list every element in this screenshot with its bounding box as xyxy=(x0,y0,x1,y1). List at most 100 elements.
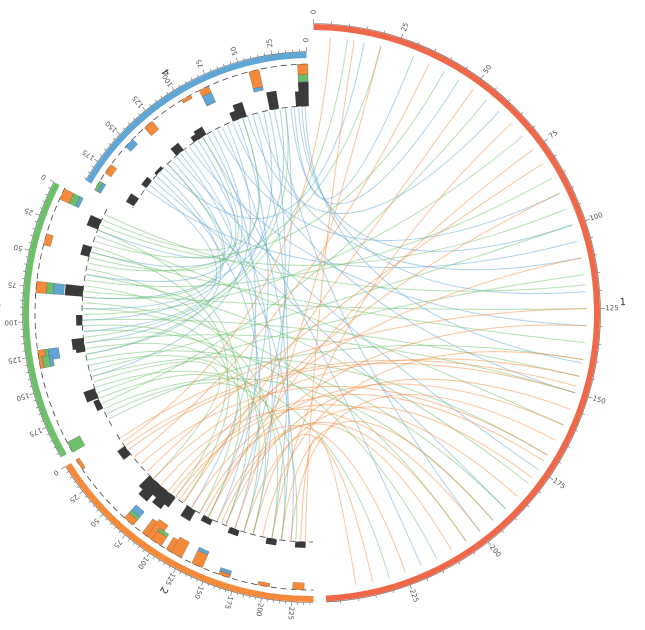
tick-mark xyxy=(575,430,579,432)
tick-mark xyxy=(458,561,461,565)
tick-mark xyxy=(473,552,476,555)
tick-label: 0 xyxy=(310,10,318,15)
stacked-bar-chr4 xyxy=(248,69,263,90)
link-chr2-chr1 xyxy=(203,324,587,515)
tick-mark xyxy=(49,440,53,443)
tick-mark xyxy=(235,57,238,63)
tick-mark xyxy=(166,91,169,95)
inner-bar-chr2 xyxy=(180,505,196,522)
link-chr2-chr1 xyxy=(134,63,430,458)
tick-mark xyxy=(127,122,130,125)
tick-mark xyxy=(558,461,562,464)
tick-mark xyxy=(426,578,428,581)
inner-bar-chr2 xyxy=(117,446,131,460)
tick-mark xyxy=(152,556,155,559)
tick-label: 100 xyxy=(4,318,18,326)
chromosome-2-axis xyxy=(65,466,314,603)
tick-mark xyxy=(418,41,420,45)
tick-mark xyxy=(91,165,95,168)
link-chr4-chr1 xyxy=(293,56,414,200)
stacked-bar-chr4 xyxy=(297,74,309,82)
tick-mark xyxy=(88,500,91,503)
tick-mark xyxy=(113,137,116,140)
tick-mark xyxy=(69,476,73,479)
tick-mark xyxy=(178,84,181,87)
links-layer xyxy=(83,37,587,586)
link-chr2-chr1 xyxy=(122,37,331,443)
link-chr2-chr1 xyxy=(234,45,382,529)
inner-bar-chr3 xyxy=(74,341,86,354)
tick-mark xyxy=(35,406,39,409)
tick-mark xyxy=(508,99,511,102)
link-chr3-chr1 xyxy=(84,334,576,394)
tick-mark xyxy=(514,518,518,521)
inner-bar-chr4 xyxy=(294,91,306,107)
tick-mark xyxy=(229,61,232,65)
tick-mark xyxy=(538,491,542,494)
tick-label: 150 xyxy=(15,391,30,402)
tick-mark xyxy=(582,413,585,415)
stacked-bar-chr4 xyxy=(253,86,264,93)
chromosome-1-arc[interactable] xyxy=(313,24,600,602)
tick-mark xyxy=(122,534,126,539)
tick-mark xyxy=(24,248,30,251)
chromosome-2-arc[interactable] xyxy=(65,462,314,602)
tick-label: 100 xyxy=(136,555,150,571)
stacked-bar-chr4 xyxy=(104,164,117,178)
link-chr3-chr1 xyxy=(90,224,573,372)
chromosome-3-arc[interactable] xyxy=(23,182,67,457)
stacked-bar-chr4 xyxy=(202,92,216,107)
tick-mark xyxy=(32,228,36,230)
tick-mark xyxy=(45,193,48,196)
link-chr4-chr1 xyxy=(216,129,560,241)
link-chr2-chr1 xyxy=(243,406,533,532)
tick-label: 150 xyxy=(592,394,607,406)
link-chr2-chr1 xyxy=(216,423,453,551)
chromosome-4-arc[interactable] xyxy=(86,52,307,184)
tick-label: 25 xyxy=(400,22,410,33)
tick-mark xyxy=(99,514,104,518)
link-chr2-chr1 xyxy=(208,149,534,517)
tick-mark xyxy=(442,570,445,574)
tick-mark xyxy=(84,177,87,180)
tick-mark xyxy=(401,33,404,39)
tick-mark xyxy=(158,559,160,563)
tick-label: 125 xyxy=(605,304,618,312)
tick-mark xyxy=(48,187,51,189)
link-chr4-chr3 xyxy=(83,131,243,321)
link-chr3-chr1 xyxy=(87,350,506,510)
link-chr2-chr1 xyxy=(271,122,512,538)
tick-mark xyxy=(216,66,218,69)
tick-mark xyxy=(201,581,204,586)
inner-bar-chr3 xyxy=(80,244,92,257)
tick-mark xyxy=(34,221,38,223)
tick-mark xyxy=(585,218,590,221)
link-chr4-chr3 xyxy=(98,149,233,259)
tick-mark xyxy=(163,562,166,566)
inner-bar-chr4 xyxy=(154,166,163,176)
stacked-bar-chr3 xyxy=(48,354,55,367)
tick-mark xyxy=(219,587,221,591)
tick-mark xyxy=(554,154,557,157)
link-chr2-chr1 xyxy=(119,308,587,439)
tick-mark xyxy=(92,505,95,508)
chromosome-3-label: 3 xyxy=(0,301,1,312)
tick-mark xyxy=(202,69,206,75)
link-chr4-chr1 xyxy=(247,110,500,214)
inner-histogram-baseline xyxy=(81,208,114,428)
tick-mark xyxy=(197,74,199,78)
link-chr4-chr1 xyxy=(152,180,506,510)
tick-label: 100 xyxy=(589,211,604,223)
tick-mark xyxy=(41,427,47,430)
tick-mark xyxy=(39,207,43,209)
tick-mark xyxy=(30,235,34,237)
tick-label: 200 xyxy=(488,543,503,558)
link-chr2-chr1 xyxy=(300,436,357,586)
tick-mark xyxy=(149,104,152,107)
tick-label: 150 xyxy=(193,585,205,600)
link-chr4-chr3 xyxy=(91,124,251,378)
link-chr4-chr1 xyxy=(290,79,460,205)
link-chr2-chr1 xyxy=(304,40,355,541)
tick-mark xyxy=(567,446,571,448)
tick-mark xyxy=(79,491,84,495)
